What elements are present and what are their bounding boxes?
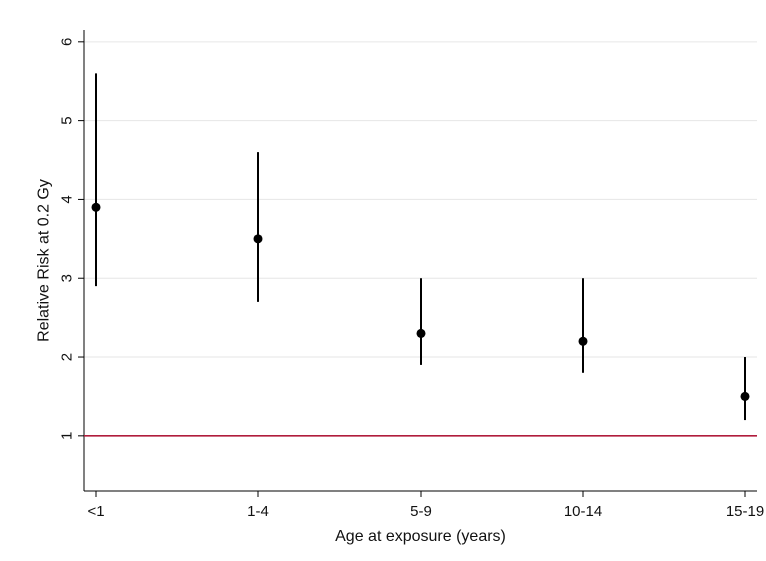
gridlines: [84, 41, 757, 437]
x-tick-label: <1: [87, 503, 104, 520]
x-tick-label: 5-9: [410, 503, 432, 520]
y-tick-label: 1: [59, 432, 76, 440]
x-tick-label: 1-4: [247, 503, 269, 520]
y-tick-label: 3: [59, 274, 76, 282]
data-point: [416, 328, 426, 338]
y-tick-label: 2: [59, 353, 76, 361]
x-ticks: <1 1-4 5-9 10-14 15-19: [87, 491, 764, 520]
x-tick-label: 10-14: [564, 503, 602, 520]
data-point: [91, 202, 101, 212]
x-tick-label: 15-19: [726, 503, 764, 520]
error-bars: [95, 73, 746, 421]
data-point: [578, 336, 588, 346]
y-tick-label: 6: [59, 38, 76, 46]
y-tick-label: 5: [59, 116, 76, 124]
points: [91, 202, 750, 401]
data-point: [253, 234, 263, 244]
axes: [83, 30, 757, 492]
y-axis-title: Relative Risk at 0.2 Gy: [36, 179, 53, 342]
y-ticks: 1 2 3 4 5 6: [59, 38, 84, 440]
y-tick-label: 4: [59, 195, 76, 203]
x-axis-title: Age at exposure (years): [335, 528, 506, 545]
data-point: [740, 391, 750, 401]
